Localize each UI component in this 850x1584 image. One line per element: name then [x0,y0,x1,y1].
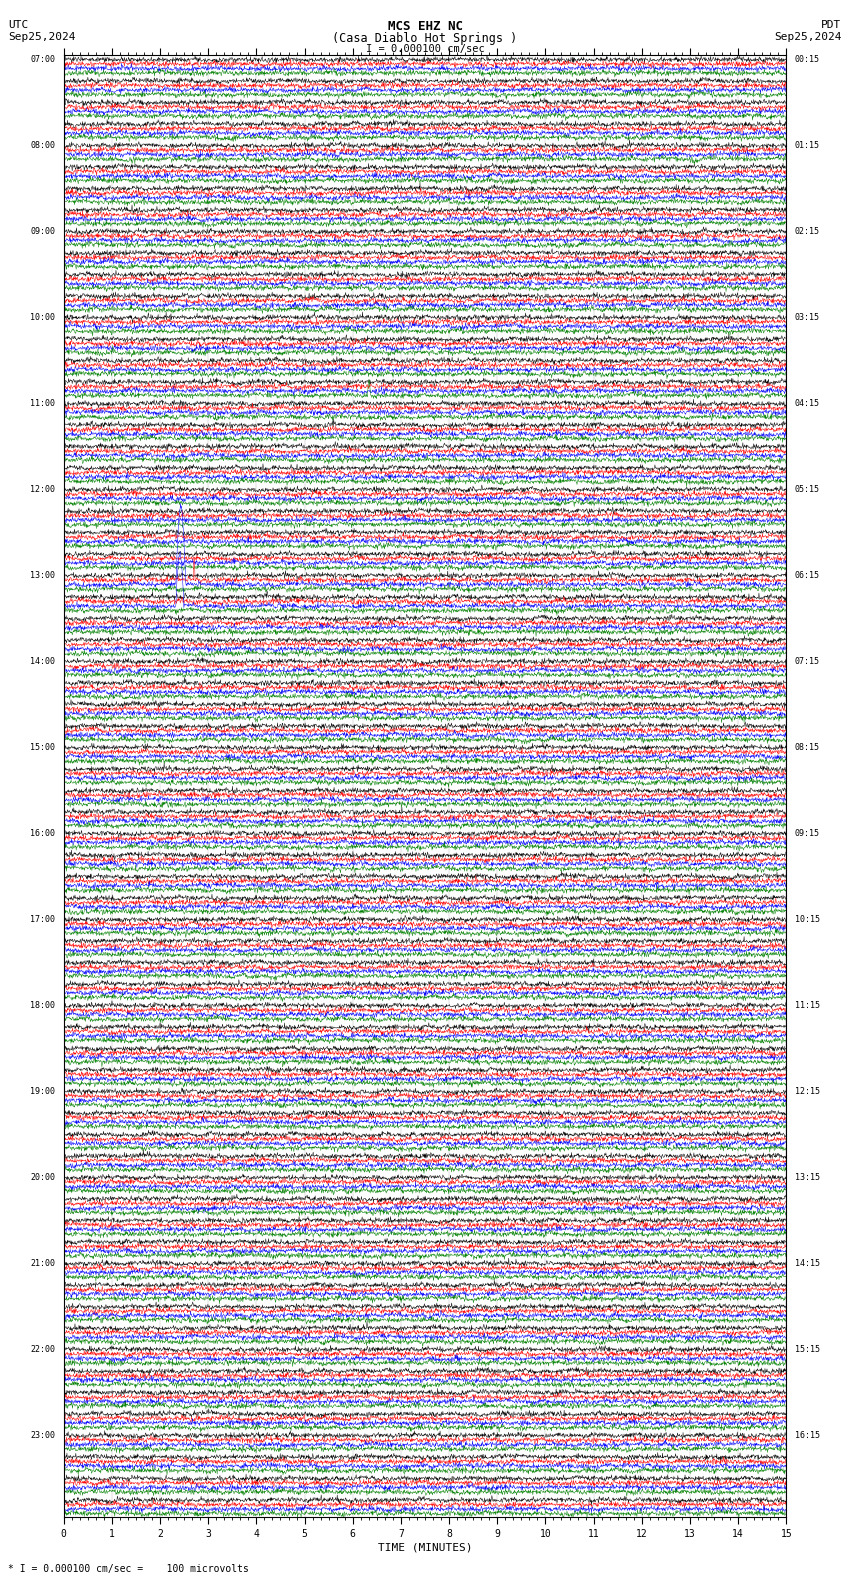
Text: 16:00: 16:00 [30,828,55,838]
Text: 02:15: 02:15 [795,227,820,236]
Text: 08:15: 08:15 [795,743,820,752]
Text: Sep25,2024: Sep25,2024 [8,32,76,41]
Text: 04:15: 04:15 [795,399,820,409]
Text: Sep25,2024: Sep25,2024 [774,32,842,41]
Text: 15:00: 15:00 [30,743,55,752]
Text: 11:15: 11:15 [795,1001,820,1011]
Text: 23:00: 23:00 [30,1430,55,1440]
Text: 03:15: 03:15 [795,314,820,322]
Text: PDT: PDT [821,19,842,30]
Text: UTC: UTC [8,19,29,30]
Text: 10:00: 10:00 [30,314,55,322]
Text: 00:15: 00:15 [795,55,820,63]
Text: 07:15: 07:15 [795,657,820,665]
Text: 17:00: 17:00 [30,916,55,923]
Text: 18:00: 18:00 [30,1001,55,1011]
Text: 10:15: 10:15 [795,916,820,923]
Text: 19:00: 19:00 [30,1087,55,1096]
Text: 13:00: 13:00 [30,570,55,580]
Text: 15:15: 15:15 [795,1345,820,1354]
Text: 21:00: 21:00 [30,1259,55,1269]
Text: * I = 0.000100 cm/sec =    100 microvolts: * I = 0.000100 cm/sec = 100 microvolts [8,1565,249,1574]
Text: 16:15: 16:15 [795,1430,820,1440]
Text: 11:00: 11:00 [30,399,55,409]
Text: 12:00: 12:00 [30,485,55,494]
Text: 13:15: 13:15 [795,1174,820,1182]
X-axis label: TIME (MINUTES): TIME (MINUTES) [377,1543,473,1552]
Text: I = 0.000100 cm/sec: I = 0.000100 cm/sec [366,43,484,54]
Text: 09:00: 09:00 [30,227,55,236]
Text: 05:15: 05:15 [795,485,820,494]
Text: MCS EHZ NC: MCS EHZ NC [388,19,462,33]
Text: 14:00: 14:00 [30,657,55,665]
Text: 01:15: 01:15 [795,141,820,150]
Text: 09:15: 09:15 [795,828,820,838]
Text: 12:15: 12:15 [795,1087,820,1096]
Text: 07:00: 07:00 [30,55,55,63]
Text: (Casa Diablo Hot Springs ): (Casa Diablo Hot Springs ) [332,32,518,44]
Text: 06:15: 06:15 [795,570,820,580]
Text: 22:00: 22:00 [30,1345,55,1354]
Text: 20:00: 20:00 [30,1174,55,1182]
Text: 14:15: 14:15 [795,1259,820,1269]
Text: 08:00: 08:00 [30,141,55,150]
